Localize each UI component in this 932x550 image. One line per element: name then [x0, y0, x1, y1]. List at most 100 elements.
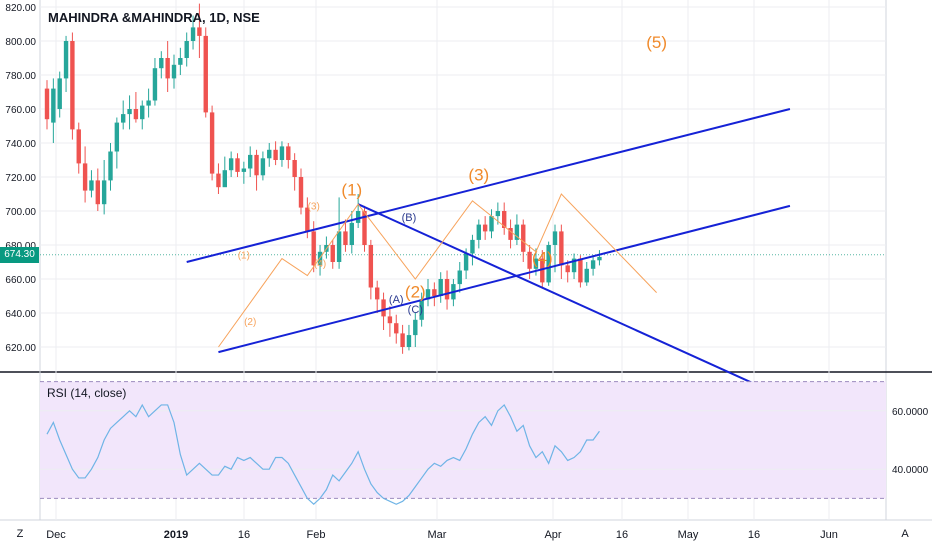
wave-label: (1) — [341, 181, 362, 200]
candle — [324, 236, 329, 259]
candle — [457, 262, 462, 293]
rsi-tick-label: 40.0000 — [892, 465, 929, 476]
candle — [546, 241, 551, 286]
candle — [184, 32, 189, 67]
candle-body — [184, 41, 189, 58]
candle-body — [95, 180, 100, 205]
candle-body — [597, 256, 602, 261]
candle — [432, 282, 437, 307]
price-tick-label: 820.00 — [5, 3, 36, 14]
price-tick-label: 800.00 — [5, 37, 36, 48]
candle-body — [590, 260, 596, 269]
candle — [394, 314, 399, 344]
candle — [267, 143, 272, 167]
time-tick-label: Jun — [820, 529, 838, 541]
candle — [286, 143, 291, 169]
time-tick-label: Feb — [307, 529, 326, 541]
price-axis-bg — [886, 0, 932, 520]
candle — [343, 219, 348, 252]
candle — [559, 224, 564, 279]
candle — [584, 262, 589, 286]
candle — [203, 27, 208, 118]
time-tick-label: 16 — [616, 529, 628, 541]
candle — [241, 161, 247, 184]
price-tick-label: 780.00 — [5, 71, 36, 82]
candle — [82, 146, 88, 203]
candle-body — [140, 105, 145, 120]
candle-body — [476, 224, 481, 240]
candle-body — [190, 27, 196, 41]
time-tick-label: 16 — [748, 529, 760, 541]
candle — [470, 234, 475, 266]
candle-body — [546, 245, 551, 283]
candle — [159, 51, 164, 79]
candle-body — [108, 151, 113, 181]
candle-body — [394, 323, 399, 334]
candle — [44, 80, 50, 130]
time-tick-label: Dec — [46, 529, 66, 541]
candle-body — [311, 231, 316, 266]
rsi-title: RSI (14, close) — [47, 386, 127, 400]
candle — [114, 117, 120, 169]
candle — [89, 170, 94, 198]
candle — [76, 122, 81, 174]
price-tick-label: 700.00 — [5, 207, 36, 218]
candle — [482, 216, 488, 240]
time-tick-label: May — [678, 529, 699, 541]
candle-body — [286, 146, 291, 160]
candle — [578, 255, 583, 288]
price-tick-label: 640.00 — [5, 309, 36, 320]
corrective-wave-label: (C) — [408, 304, 423, 316]
candle-body — [330, 245, 335, 262]
candle-body — [146, 100, 151, 106]
candle-body — [362, 211, 367, 245]
candle-body — [343, 231, 348, 245]
candle-body — [584, 268, 589, 283]
candle — [571, 253, 577, 279]
chart-title: MAHINDRA &MAHINDRA, 1D, NSE — [48, 10, 260, 25]
candle — [444, 270, 450, 310]
candle-body — [254, 154, 259, 176]
candle-body — [444, 279, 450, 300]
candle — [209, 105, 215, 181]
candle — [140, 100, 145, 130]
candle-body — [127, 109, 132, 115]
candle — [419, 292, 424, 327]
auto-scale-button[interactable]: A — [901, 528, 909, 540]
candle-body — [89, 180, 94, 191]
candle-body — [463, 253, 469, 271]
candle-body — [457, 270, 462, 285]
candle-body — [165, 58, 170, 79]
candle-body — [63, 41, 69, 79]
candle — [362, 205, 367, 252]
candle — [330, 239, 335, 269]
timezone-button[interactable]: Z — [16, 528, 24, 540]
rsi-band — [40, 381, 886, 499]
candle-body — [432, 289, 437, 296]
candle-body — [349, 222, 354, 245]
candle — [146, 88, 151, 118]
candle — [190, 15, 196, 50]
candle — [260, 151, 266, 181]
candle — [108, 143, 113, 191]
candle-body — [171, 64, 177, 79]
candle — [133, 92, 139, 123]
candle — [222, 156, 227, 188]
candle — [552, 224, 558, 273]
wave-label: (1) — [238, 251, 250, 262]
candle — [273, 141, 278, 166]
candle-body — [533, 258, 539, 269]
candle-body — [133, 109, 139, 120]
candle-body — [248, 154, 253, 169]
candle-body — [559, 231, 564, 266]
wave-label: (4) — [314, 259, 326, 270]
candle-body — [482, 224, 488, 232]
candle — [197, 3, 202, 58]
candle-body — [406, 335, 412, 347]
candle-body — [502, 211, 507, 228]
candle-body — [228, 158, 234, 171]
candle — [178, 47, 183, 75]
candle-body — [279, 146, 285, 160]
candle-body — [241, 168, 247, 172]
